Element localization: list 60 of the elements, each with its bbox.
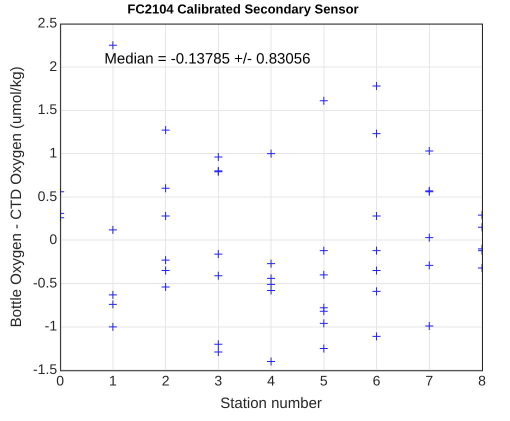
y-tick-label: -0.5	[33, 274, 58, 290]
point	[214, 340, 223, 349]
point	[161, 211, 170, 220]
point	[372, 266, 382, 276]
point	[108, 40, 118, 50]
point	[108, 300, 118, 309]
y-tick-label: 2	[49, 58, 58, 74]
x-tick-label: 7	[425, 372, 434, 388]
y-tick-label: 1	[49, 144, 58, 160]
y-axis-title: Bottle Oxygen - CTD Oxygen (umol/kg)	[8, 66, 26, 328]
point	[161, 126, 170, 135]
point	[161, 256, 170, 265]
point	[319, 270, 328, 280]
x-tick-label: 1	[108, 372, 117, 388]
point	[214, 271, 223, 280]
point	[161, 184, 170, 193]
annotation: Median = -0.13785 +/- 0.83056	[104, 50, 310, 68]
x-tick-label: 8	[478, 372, 486, 388]
point	[319, 318, 328, 328]
point	[372, 81, 382, 90]
point	[319, 344, 328, 354]
point	[266, 149, 276, 158]
point	[214, 152, 223, 162]
x-tick-label: 5	[320, 372, 328, 388]
y-tick-label: -1.5	[33, 361, 58, 378]
point	[108, 225, 118, 234]
point	[319, 96, 328, 106]
point	[319, 246, 328, 256]
point	[319, 306, 328, 316]
x-axis-title: Station number	[220, 395, 322, 412]
point	[214, 348, 223, 357]
x-tick-label: 4	[267, 372, 276, 388]
chart-title: FC2104 Calibrated Secondary Sensor	[127, 1, 359, 16]
y-tick-label: 0	[49, 231, 58, 248]
x-tick-label: 3	[214, 372, 222, 388]
x-tick-label: 2	[162, 372, 170, 388]
point	[266, 286, 276, 295]
point	[266, 357, 276, 366]
point	[424, 146, 434, 156]
y-tick-label: 0.5	[38, 188, 58, 204]
point	[266, 274, 276, 283]
x-tick-label: 6	[372, 372, 381, 388]
y-tick-label: -1	[44, 318, 58, 334]
y-tick-label: 2.5	[38, 14, 58, 30]
point	[424, 260, 434, 270]
point	[161, 282, 170, 292]
point	[266, 280, 276, 289]
point	[108, 290, 118, 300]
point	[214, 250, 223, 259]
point	[424, 322, 434, 331]
y-tick-label: 1.5	[38, 101, 58, 118]
point	[372, 286, 382, 296]
point	[372, 129, 382, 138]
point	[372, 332, 382, 341]
point	[372, 211, 382, 220]
point	[161, 266, 170, 276]
point	[108, 322, 118, 332]
point	[372, 246, 382, 256]
point	[424, 233, 434, 242]
point	[266, 259, 276, 268]
